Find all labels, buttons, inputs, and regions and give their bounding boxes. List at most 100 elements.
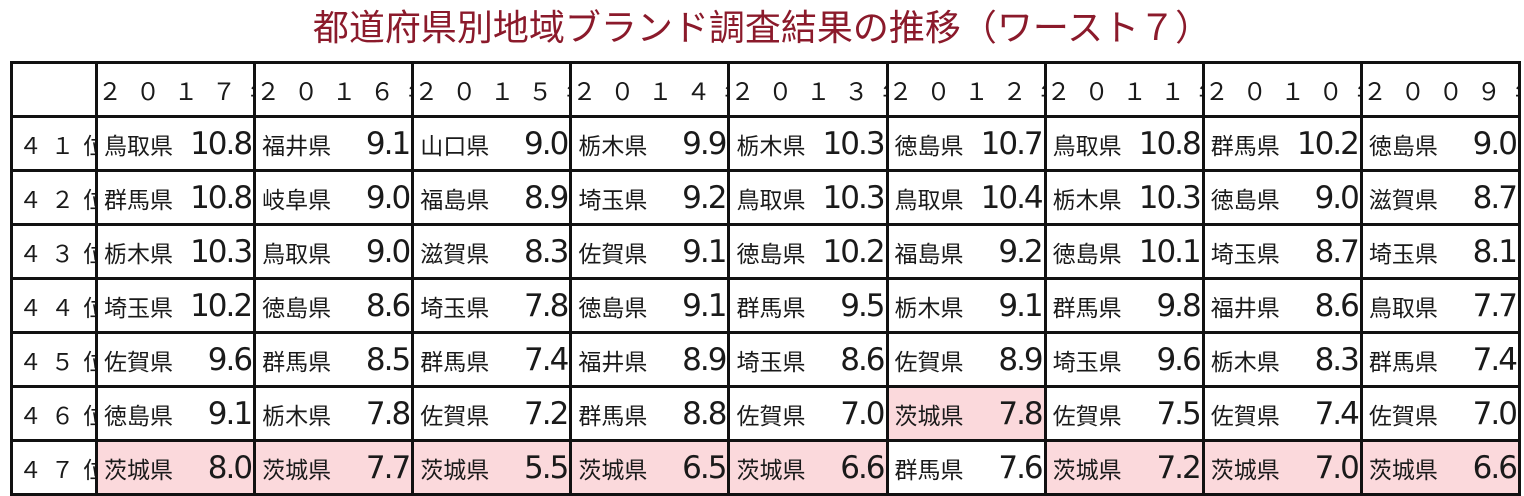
prefecture-name: 鳥取県 — [727, 169, 810, 226]
prefecture-name: 群馬県 — [411, 331, 494, 388]
prefecture-name: 栃木県 — [1043, 169, 1127, 226]
prefecture-name: 滋賀県 — [1359, 169, 1443, 226]
score-value: 8.6 — [335, 277, 415, 334]
prefecture-name: 栃木県 — [569, 115, 652, 172]
prefecture-name: 栃木県 — [95, 223, 178, 280]
prefecture-name: 群馬県 — [1201, 115, 1285, 172]
table-row: ４７位茨城県8.0茨城県7.7茨城県5.5茨城県6.5茨城県6.6群馬県7.6茨… — [10, 439, 1521, 496]
score-value: 6.6 — [809, 439, 889, 496]
prefecture-name: 岐阜県 — [253, 169, 336, 226]
prefecture-name: 佐賀県 — [885, 331, 969, 388]
rank-label: ４５位 — [10, 331, 98, 388]
prefecture-name: 埼玉県 — [569, 169, 652, 226]
prefecture-name: 茨城県 — [1201, 439, 1285, 496]
score-value: 7.4 — [493, 331, 573, 388]
ranking-table: ２０１７年２０１６年２０１５年２０１４年２０１３年２０１２年２０１１年２０１０年… — [10, 61, 1521, 496]
prefecture-name: 滋賀県 — [411, 223, 494, 280]
prefecture-name: 佐賀県 — [727, 385, 810, 442]
score-value: 9.1 — [335, 115, 415, 172]
prefecture-name: 福井県 — [253, 115, 336, 172]
score-value: 7.7 — [335, 439, 415, 496]
rank-label: ４４位 — [10, 277, 98, 334]
prefecture-name: 鳥取県 — [1043, 115, 1127, 172]
prefecture-name: 鳥取県 — [1359, 277, 1443, 334]
score-value: 5.5 — [493, 439, 573, 496]
page-title: 都道府県別地域ブランド調査結果の推移（ワースト７） — [312, 8, 1212, 49]
score-value: 8.6 — [809, 331, 889, 388]
prefecture-name: 埼玉県 — [1359, 223, 1443, 280]
prefecture-name: 徳島県 — [1359, 115, 1443, 172]
score-value: 7.7 — [1442, 277, 1521, 334]
year-header: ２０１０年 — [1201, 61, 1363, 118]
prefecture-name: 群馬県 — [95, 169, 178, 226]
prefecture-name: 茨城県 — [885, 385, 969, 442]
score-value: 9.1 — [177, 385, 257, 442]
score-value: 9.5 — [809, 277, 889, 334]
score-value: 9.1 — [968, 277, 1047, 334]
prefecture-name: 徳島県 — [253, 277, 336, 334]
score-value: 8.3 — [493, 223, 573, 280]
table-row: ４６位徳島県9.1栃木県7.8佐賀県7.2群馬県8.8佐賀県7.0茨城県7.8佐… — [10, 385, 1521, 442]
prefecture-name: 群馬県 — [885, 439, 969, 496]
score-value: 7.4 — [1442, 331, 1521, 388]
prefecture-name: 徳島県 — [885, 115, 969, 172]
prefecture-name: 群馬県 — [569, 385, 652, 442]
score-value: 10.2 — [177, 277, 257, 334]
score-value: 9.9 — [651, 115, 731, 172]
rank-label: ４６位 — [10, 385, 98, 442]
prefecture-name: 埼玉県 — [1043, 331, 1127, 388]
score-value: 10.3 — [809, 115, 889, 172]
score-value: 10.4 — [968, 169, 1047, 226]
prefecture-name: 福井県 — [569, 331, 652, 388]
table-row: ４３位栃木県10.3鳥取県9.0滋賀県8.3佐賀県9.1徳島県10.2福島県9.… — [10, 223, 1521, 280]
score-value: 8.8 — [651, 385, 731, 442]
prefecture-name: 佐賀県 — [1043, 385, 1127, 442]
prefecture-name: 徳島県 — [569, 277, 652, 334]
score-value: 10.3 — [809, 169, 889, 226]
prefecture-name: 徳島県 — [1043, 223, 1127, 280]
rank-label: ４２位 — [10, 169, 98, 226]
prefecture-name: 茨城県 — [95, 439, 178, 496]
prefecture-name: 群馬県 — [727, 277, 810, 334]
score-value: 7.0 — [809, 385, 889, 442]
prefecture-name: 鳥取県 — [253, 223, 336, 280]
score-value: 9.0 — [493, 115, 573, 172]
prefecture-name: 福井県 — [1201, 277, 1285, 334]
score-value: 8.9 — [968, 331, 1047, 388]
prefecture-name: 福島県 — [411, 169, 494, 226]
score-value: 6.6 — [1442, 439, 1521, 496]
prefecture-name: 栃木県 — [727, 115, 810, 172]
prefecture-name: 徳島県 — [95, 385, 178, 442]
prefecture-name: 埼玉県 — [95, 277, 178, 334]
score-value: 9.6 — [177, 331, 257, 388]
score-value: 9.2 — [968, 223, 1047, 280]
score-value: 7.4 — [1284, 385, 1363, 442]
score-value: 7.8 — [335, 385, 415, 442]
rank-label: ４３位 — [10, 223, 98, 280]
score-value: 10.2 — [809, 223, 889, 280]
score-value: 8.7 — [1442, 169, 1521, 226]
table-row: ４４位埼玉県10.2徳島県8.6埼玉県7.8徳島県9.1群馬県9.5栃木県9.1… — [10, 277, 1521, 334]
score-value: 9.1 — [651, 223, 731, 280]
score-value: 9.2 — [651, 169, 731, 226]
score-value: 7.6 — [968, 439, 1047, 496]
table-row: ４２位群馬県10.8岐阜県9.0福島県8.9埼玉県9.2鳥取県10.3鳥取県10… — [10, 169, 1521, 226]
prefecture-name: 徳島県 — [727, 223, 810, 280]
score-value: 8.5 — [335, 331, 415, 388]
prefecture-name: 山口県 — [411, 115, 494, 172]
score-value: 10.3 — [177, 223, 257, 280]
score-value: 9.0 — [1284, 169, 1363, 226]
score-value: 9.0 — [335, 169, 415, 226]
table-row: ４５位佐賀県9.6群馬県8.5群馬県7.4福井県8.9埼玉県8.6佐賀県8.9埼… — [10, 331, 1521, 388]
prefecture-name: 茨城県 — [253, 439, 336, 496]
score-value: 8.7 — [1284, 223, 1363, 280]
score-value: 9.1 — [651, 277, 731, 334]
prefecture-name: 鳥取県 — [885, 169, 969, 226]
year-header: ２０１４年 — [569, 61, 731, 118]
prefecture-name: 福島県 — [885, 223, 969, 280]
prefecture-name: 茨城県 — [411, 439, 494, 496]
prefecture-name: 佐賀県 — [95, 331, 178, 388]
score-value: 7.2 — [1126, 439, 1205, 496]
prefecture-name: 茨城県 — [1043, 439, 1127, 496]
rank-label: ４７位 — [10, 439, 98, 496]
